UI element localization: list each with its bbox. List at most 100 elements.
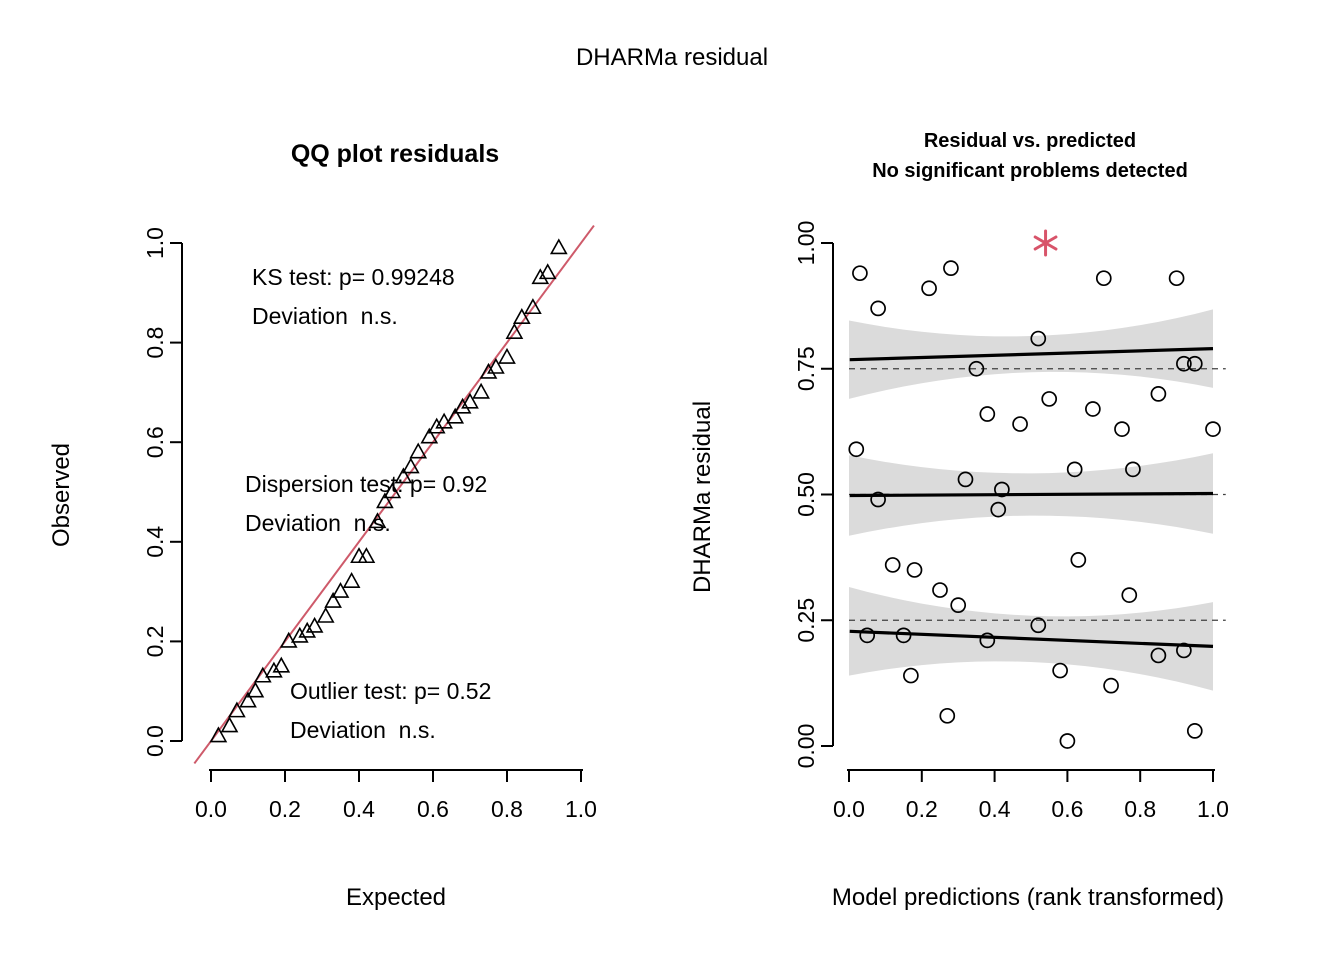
qq-y-tick-label: 0.4: [142, 526, 168, 558]
qq-point-triangle: [512, 308, 531, 324]
residual-y-tick-label: 0.75: [793, 346, 819, 391]
residual-point-circle: [1205, 421, 1221, 437]
qq-point-triangle: [305, 616, 324, 633]
qq-point-triangle: [505, 322, 524, 339]
qq-point-triangle: [272, 656, 291, 673]
residual-point-circle: [943, 260, 959, 276]
qq-point-triangle: [409, 442, 428, 459]
dispersion-test-deviation: Deviation n.s.: [245, 510, 391, 536]
qq-x-axis-label: Expected: [345, 884, 447, 911]
residual-point-circle: [932, 582, 948, 598]
main-title: DHARMa residual: [575, 44, 769, 71]
outlier-test-result: Outlier test: p= 0.52: [290, 678, 492, 704]
qq-y-tick-label: 0.2: [142, 625, 168, 657]
residual-point-circle: [921, 280, 937, 297]
residual-y-tick-label: 0.00: [793, 724, 819, 769]
qq-point-triangle: [461, 392, 479, 409]
residual-x-axis-label: Model predictions (rank transformed): [831, 884, 1225, 911]
qq-plot-title: QQ plot residuals: [290, 140, 500, 168]
qq-point-triangle: [342, 571, 361, 588]
qq-point-triangle: [331, 581, 350, 598]
qq-point-triangle: [498, 347, 516, 364]
residual-point-circle: [1030, 617, 1047, 634]
residual-point-circle: [1150, 647, 1167, 664]
outlier-test-annotation: Outlier test: p= 0.52 Deviation n.s.: [290, 672, 491, 750]
residual-point-circle: [1030, 330, 1047, 347]
ks-test-result: KS test: p= 0.99248: [252, 264, 455, 290]
residual-point-circle: [848, 441, 865, 458]
residual-point-circle: [906, 562, 923, 578]
qq-point-triangle: [479, 362, 498, 379]
qq-point-triangle: [420, 427, 439, 444]
residual-plot-title: Residual vs. predicted No significant pr…: [810, 126, 1250, 186]
qq-x-tick-label: 0.8: [491, 796, 523, 822]
residual-point-circle: [1066, 461, 1083, 478]
qq-point-triangle: [376, 492, 394, 509]
ks-test-annotation: KS test: p= 0.99248 Deviation n.s.: [252, 258, 455, 336]
qq-point-triangle: [531, 268, 550, 285]
qq-y-axis-label: Observed: [48, 442, 75, 548]
residual-point-circle: [939, 707, 956, 724]
dispersion-test-result: Dispersion test: p= 0.92: [245, 471, 488, 497]
residual-point-circle: [1186, 355, 1203, 372]
qq-point-triangle: [228, 701, 246, 718]
qq-point-triangle: [383, 482, 402, 499]
residual-point-circle: [859, 627, 876, 644]
residual-point-circle: [1125, 461, 1141, 478]
qq-x-tick-label: 0.0: [195, 796, 227, 822]
outlier-asterisk-marker: [1033, 235, 1058, 251]
residual-point-circle: [1012, 416, 1028, 432]
qq-y-tick-label: 1.0: [142, 227, 168, 259]
residual-point-circle: [884, 557, 901, 573]
residual-x-tick-label: 0.4: [979, 796, 1011, 822]
residual-point-circle: [1150, 386, 1167, 402]
qq-point-triangle: [427, 417, 446, 434]
residual-point-circle: [1186, 723, 1203, 739]
residual-point-circle: [895, 627, 912, 644]
qq-x-tick-label: 0.4: [343, 796, 375, 822]
qq-point-triangle: [220, 716, 239, 733]
qq-x-tick-label: 1.0: [565, 796, 597, 822]
qq-point-triangle: [538, 263, 557, 280]
qq-point-triangle: [446, 407, 465, 424]
residual-point-circle: [1095, 270, 1112, 287]
qq-point-triangle: [401, 457, 420, 474]
qq-point-triangle: [453, 397, 472, 414]
qq-point-triangle: [357, 547, 376, 564]
residual-x-tick-label: 0.0: [833, 796, 865, 822]
residual-point-circle: [1085, 401, 1101, 417]
residual-point-circle: [870, 300, 886, 317]
qq-point-triangle: [239, 691, 257, 708]
residual-x-tick-label: 0.8: [1124, 796, 1156, 822]
residual-point-circle: [1041, 391, 1058, 407]
residual-point-circle: [903, 667, 919, 684]
qq-x-tick-label: 0.6: [417, 796, 449, 822]
qq-y-tick-label: 0.8: [142, 327, 168, 359]
qq-point-triangle: [549, 238, 568, 255]
outlier-test-deviation: Deviation n.s.: [290, 717, 436, 743]
residual-y-tick-label: 0.25: [793, 598, 819, 643]
qq-point-triangle: [368, 512, 387, 529]
quantile-regression-line: [849, 347, 1214, 362]
residual-point-circle: [1176, 355, 1192, 372]
residual-point-circle: [1059, 733, 1076, 749]
qq-point-triangle: [524, 298, 542, 315]
qq-point-triangle: [487, 357, 505, 374]
residual-point-circle: [994, 481, 1010, 498]
residual-y-tick-label: 1.00: [793, 221, 819, 266]
residual-x-tick-label: 0.6: [1051, 796, 1083, 822]
residual-point-circle: [1121, 587, 1138, 603]
qq-point-triangle: [209, 726, 228, 743]
residual-point-circle: [1070, 552, 1087, 568]
residual-point-circle: [1176, 642, 1192, 659]
qq-point-triangle: [472, 382, 490, 399]
qq-point-triangle: [265, 661, 283, 678]
quantile-regression-line: [849, 491, 1214, 498]
residual-point-circle: [1114, 421, 1130, 437]
residual-plot-title-line1: Residual vs. predicted: [923, 130, 1137, 152]
residual-point-circle: [950, 597, 967, 614]
residual-x-tick-label: 0.2: [906, 796, 938, 822]
qq-point-triangle: [394, 467, 413, 484]
